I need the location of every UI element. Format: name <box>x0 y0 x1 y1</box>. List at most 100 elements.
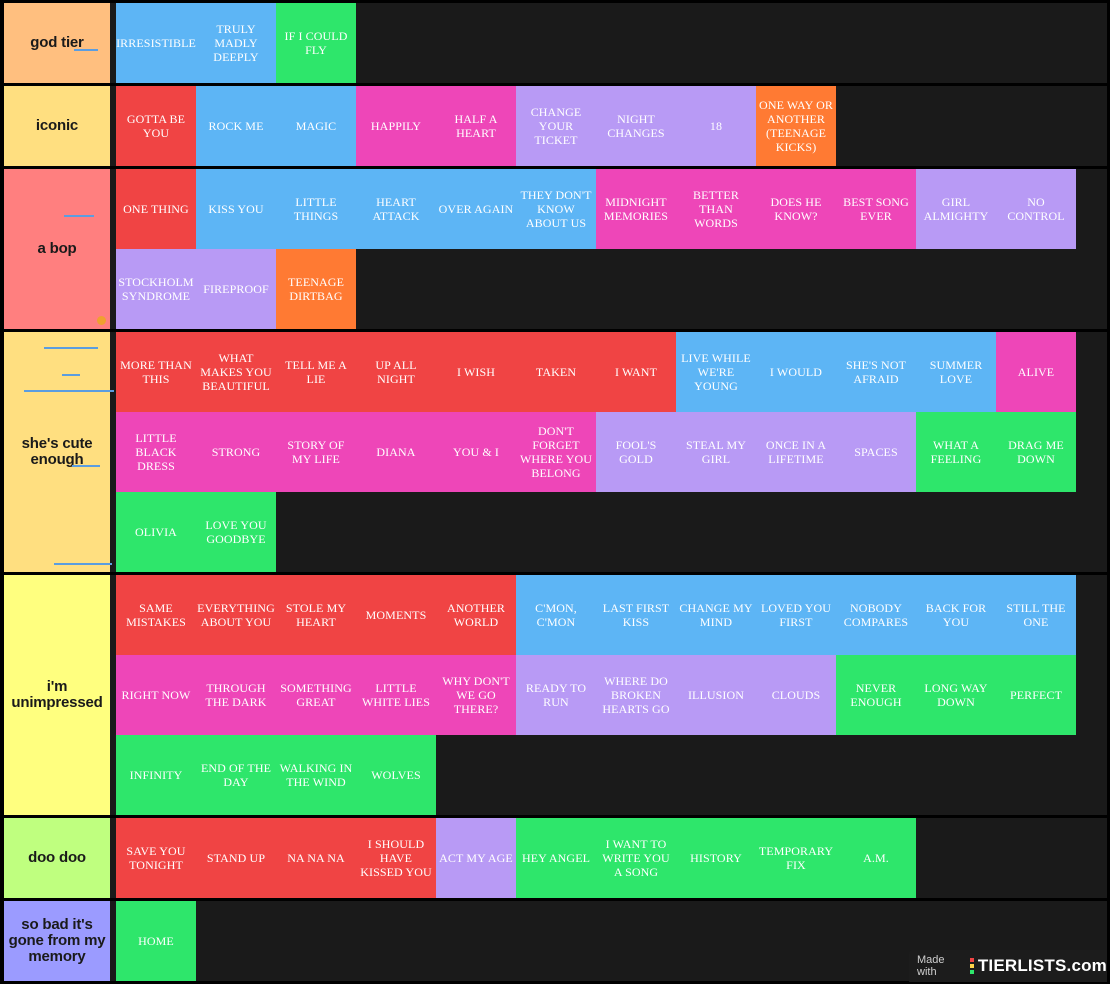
tier-label[interactable]: i'm unimpressed <box>4 575 110 815</box>
song-tile[interactable]: Stole My Heart <box>276 575 356 655</box>
song-tile[interactable]: Stockholm Syndrome <box>116 249 196 329</box>
song-tile[interactable]: C'mon, C'mon <box>516 575 596 655</box>
tier-label[interactable]: a bop <box>4 169 110 329</box>
song-tile[interactable]: Clouds <box>756 655 836 735</box>
song-tile[interactable]: Strong <box>196 412 276 492</box>
song-tile[interactable]: Illusion <box>676 655 756 735</box>
song-tile[interactable]: Last First Kiss <box>596 575 676 655</box>
song-tile[interactable]: Half a Heart <box>436 86 516 166</box>
song-tile[interactable]: Change My Mind <box>676 575 756 655</box>
song-tile[interactable]: Midnight Memories <box>596 169 676 249</box>
song-tile[interactable]: What Makes You Beautiful <box>196 332 276 412</box>
song-tile[interactable]: Don't Forget Where You Belong <box>516 412 596 492</box>
song-tile[interactable]: Up All Night <box>356 332 436 412</box>
song-tile[interactable]: Taken <box>516 332 596 412</box>
song-tile[interactable]: Olivia <box>116 492 196 572</box>
song-tile[interactable]: 18 <box>676 86 756 166</box>
song-tile[interactable]: She's Not Afraid <box>836 332 916 412</box>
song-tile[interactable]: Once in a Lifetime <box>756 412 836 492</box>
tier-items[interactable]: More Than This What Makes You Beautiful Te… <box>116 332 1107 572</box>
song-tile[interactable]: History <box>676 818 756 898</box>
song-tile[interactable]: Story of My Life <box>276 412 356 492</box>
song-tile[interactable]: Spaces <box>836 412 916 492</box>
song-tile[interactable]: Drag Me Down <box>996 412 1076 492</box>
song-tile[interactable]: Alive <box>996 332 1076 412</box>
song-tile[interactable]: They Don't Know About Us <box>516 169 596 249</box>
tier-label[interactable]: so bad it's gone from my memory <box>4 901 110 981</box>
song-tile[interactable]: Through the Dark <box>196 655 276 735</box>
song-tile[interactable]: One Way or Another (Teenage Kicks) <box>756 86 836 166</box>
song-tile[interactable]: Loved You First <box>756 575 836 655</box>
tier-items[interactable]: One Thing Kiss You Little Things Heart Atta… <box>116 169 1107 329</box>
tier-label[interactable]: god tier <box>4 3 110 83</box>
song-tile[interactable]: I Want to Write You a Song <box>596 818 676 898</box>
tier-label[interactable]: she's cute enough <box>4 332 110 572</box>
song-tile[interactable]: Fireproof <box>196 249 276 329</box>
song-tile[interactable]: Steal My Girl <box>676 412 756 492</box>
song-tile[interactable]: Summer Love <box>916 332 996 412</box>
song-tile[interactable]: Over Again <box>436 169 516 249</box>
song-tile[interactable]: Never Enough <box>836 655 916 735</box>
song-tile[interactable]: Stand Up <box>196 818 276 898</box>
tier-items[interactable]: Gotta Be You Rock Me Magic Happily Half a He… <box>116 86 1107 166</box>
song-tile[interactable]: Ready to Run <box>516 655 596 735</box>
made-with-tierlists-watermark[interactable]: Made with TIERLISTS.com <box>909 950 1107 982</box>
song-tile[interactable]: Girl Almighty <box>916 169 996 249</box>
song-tile[interactable]: Something Great <box>276 655 356 735</box>
song-tile[interactable]: Hey Angel <box>516 818 596 898</box>
song-tile[interactable]: Long Way Down <box>916 655 996 735</box>
song-tile[interactable]: Truly Madly Deeply <box>196 3 276 83</box>
song-tile[interactable]: I Wish <box>436 332 516 412</box>
song-tile[interactable]: I Want <box>596 332 676 412</box>
song-tile[interactable]: Walking in the Wind <box>276 735 356 815</box>
song-tile[interactable]: Kiss You <box>196 169 276 249</box>
song-tile[interactable]: Still the One <box>996 575 1076 655</box>
song-tile[interactable]: Love You Goodbye <box>196 492 276 572</box>
song-tile[interactable]: Better Than Words <box>676 169 756 249</box>
tier-items[interactable]: Save You Tonight Stand Up Na Na Na I Should… <box>116 818 1107 898</box>
song-tile[interactable]: Back for You <box>916 575 996 655</box>
song-tile[interactable]: Best Song Ever <box>836 169 916 249</box>
song-tile[interactable]: Moments <box>356 575 436 655</box>
song-tile[interactable]: Live While We're Young <box>676 332 756 412</box>
song-tile[interactable]: What a Feeling <box>916 412 996 492</box>
song-tile[interactable]: Wolves <box>356 735 436 815</box>
song-tile[interactable]: Temporary Fix <box>756 818 836 898</box>
song-tile[interactable]: Teenage Dirtbag <box>276 249 356 329</box>
song-tile[interactable]: Gotta Be You <box>116 86 196 166</box>
tier-label[interactable]: doo doo <box>4 818 110 898</box>
tier-items[interactable]: Irresistible Truly Madly Deeply If I Could… <box>116 3 1107 83</box>
song-tile[interactable]: Infinity <box>116 735 196 815</box>
song-tile[interactable]: More Than This <box>116 332 196 412</box>
song-tile[interactable]: Nobody Compares <box>836 575 916 655</box>
song-tile[interactable]: Little White Lies <box>356 655 436 735</box>
song-tile[interactable]: Fool's Gold <box>596 412 676 492</box>
song-tile[interactable]: Little Things <box>276 169 356 249</box>
song-tile[interactable]: Home <box>116 901 196 981</box>
song-tile[interactable]: You & I <box>436 412 516 492</box>
song-tile[interactable]: Na Na Na <box>276 818 356 898</box>
song-tile[interactable]: I Should Have Kissed You <box>356 818 436 898</box>
song-tile[interactable]: Act My Age <box>436 818 516 898</box>
song-tile[interactable]: Save You Tonight <box>116 818 196 898</box>
song-tile[interactable]: Change Your Ticket <box>516 86 596 166</box>
song-tile[interactable]: Heart Attack <box>356 169 436 249</box>
song-tile[interactable]: Tell Me a Lie <box>276 332 356 412</box>
song-tile[interactable]: Everything About You <box>196 575 276 655</box>
song-tile[interactable]: If I Could Fly <box>276 3 356 83</box>
song-tile[interactable]: Does He Know? <box>756 169 836 249</box>
song-tile[interactable]: Rock Me <box>196 86 276 166</box>
song-tile[interactable]: Where Do Broken Hearts Go <box>596 655 676 735</box>
song-tile[interactable]: Same Mistakes <box>116 575 196 655</box>
song-tile[interactable]: Diana <box>356 412 436 492</box>
song-tile[interactable]: Right Now <box>116 655 196 735</box>
tier-label[interactable]: iconic <box>4 86 110 166</box>
tier-items[interactable]: Home <box>116 901 1107 981</box>
song-tile[interactable]: No Control <box>996 169 1076 249</box>
tier-items[interactable]: Same Mistakes Everything About You Stole M… <box>116 575 1107 815</box>
song-tile[interactable]: Magic <box>276 86 356 166</box>
song-tile[interactable]: Night Changes <box>596 86 676 166</box>
song-tile[interactable]: Irresistible <box>116 3 196 83</box>
song-tile[interactable]: One Thing <box>116 169 196 249</box>
song-tile[interactable]: Little Black Dress <box>116 412 196 492</box>
